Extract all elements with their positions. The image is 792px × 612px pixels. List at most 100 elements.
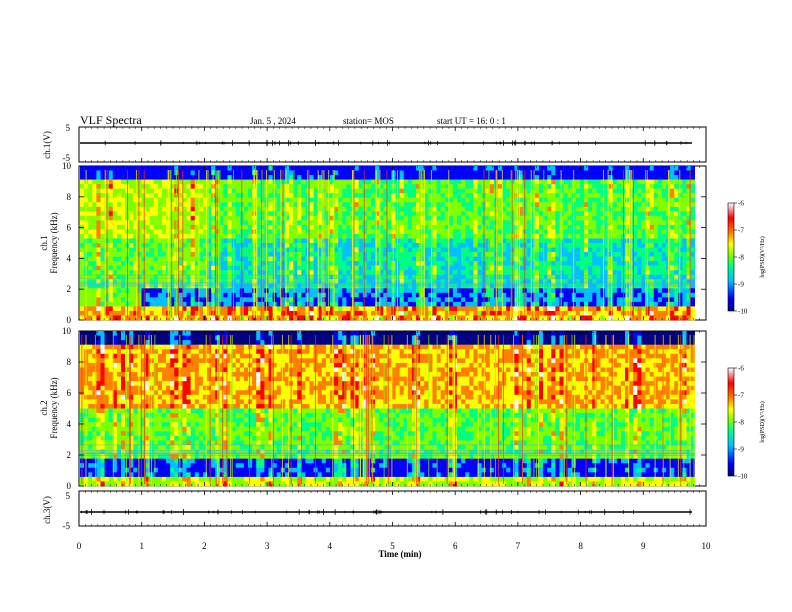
spectrogram-cell (579, 197, 585, 203)
spectrogram-cell (526, 252, 532, 257)
spectrogram-cell (420, 211, 425, 217)
spectrogram-cell (223, 224, 228, 230)
spectrogram-cell (243, 292, 249, 298)
spectrogram-cell (153, 274, 159, 280)
spectrogram-cell (194, 166, 200, 171)
spectrogram-cell (657, 270, 663, 276)
spectrogram-cell (575, 170, 581, 176)
spectrogram-cell (424, 292, 429, 298)
spectrogram-cell (526, 188, 532, 194)
spectrogram-cell (391, 265, 396, 271)
spectrogram-cell (317, 310, 323, 316)
spectrogram-cell (506, 215, 511, 221)
spectrogram-cell (563, 170, 568, 176)
spectrogram-cell (284, 206, 290, 212)
spectrogram-cell (534, 202, 540, 208)
spectrogram-cell (432, 220, 437, 226)
spectrogram-cell (616, 261, 622, 266)
spectrogram-cell (608, 270, 614, 276)
spectrogram-cell (243, 170, 249, 176)
spectrogram-cell (555, 224, 560, 230)
spectrogram-cell (145, 202, 150, 208)
spectrogram-cell (334, 233, 339, 239)
spectrogram-cell (227, 197, 232, 203)
spectrogram-cell (149, 188, 155, 194)
spectrogram-cell (297, 184, 302, 189)
spectrogram-cell (80, 261, 85, 266)
spectrogram-cell (526, 274, 532, 280)
spectrogram-cell (178, 265, 183, 271)
spectrogram-cell (428, 256, 433, 262)
spectrogram-cell (440, 184, 446, 189)
spectrogram-cell (284, 166, 290, 171)
spectrogram-cell (100, 247, 105, 253)
spectrogram-cell (362, 179, 368, 185)
spectrogram-cell (190, 229, 196, 235)
spectrogram-cell (387, 220, 392, 226)
spectrogram-cell (334, 279, 339, 285)
spectrogram-cell (641, 224, 646, 230)
spectrogram-cell (600, 220, 605, 226)
spectrogram-cell (178, 270, 183, 276)
spectrogram-cell (465, 206, 470, 212)
spectrogram-cell (334, 315, 339, 321)
spectrogram-cell (448, 206, 454, 212)
spectrogram-cell (465, 166, 470, 171)
spectrogram-cell (657, 279, 663, 285)
spectrogram-cell (260, 292, 265, 298)
spectrogram-cell (411, 274, 417, 280)
spectrogram-cell (461, 297, 466, 303)
spectrogram-cell (563, 301, 568, 307)
spectrogram-cell (477, 274, 482, 280)
spectrogram-cell (551, 256, 556, 262)
spectrogram-cell (145, 274, 150, 280)
spectrogram-cell (469, 166, 474, 171)
spectrogram-cell (325, 247, 331, 253)
spectrogram-cell (170, 166, 175, 171)
spectrogram-cell (403, 179, 409, 185)
spectrogram-cell (248, 274, 253, 280)
spectrogram-cell (88, 193, 93, 199)
spectrogram-cell (448, 215, 454, 221)
spectrogram-cell (289, 247, 294, 253)
spectrogram-cell (219, 252, 224, 257)
spectrogram-cell (399, 265, 405, 271)
spectrogram-cell (428, 211, 433, 217)
spectrogram-cell (92, 211, 97, 217)
spectrogram-cell (538, 315, 544, 321)
spectrogram-cell (432, 202, 437, 208)
spectrogram-cell (334, 274, 339, 280)
spectrogram-cell (170, 292, 175, 298)
spectrogram-cell (489, 243, 495, 248)
spectrogram-cell (547, 297, 552, 303)
spectrogram-cell (551, 220, 556, 226)
spectrogram-cell (579, 279, 585, 285)
spectrogram-cell (608, 292, 614, 298)
spectrogram-cell (530, 310, 536, 316)
spectrogram-cell (579, 202, 585, 208)
spectrogram-cell (182, 215, 187, 221)
spectrogram-cell (96, 184, 101, 189)
spectrogram-cell (284, 188, 290, 194)
spectrogram-cell (547, 292, 552, 298)
spectrogram-cell (166, 166, 171, 171)
spectrogram-cell (403, 315, 409, 321)
spectrogram-cell (633, 297, 638, 303)
spectrogram-cell (370, 265, 376, 271)
spectrogram-cell (96, 288, 101, 294)
spectrogram-cell (317, 211, 323, 217)
spectrogram-cell (182, 297, 187, 303)
spectrogram-cell (211, 166, 216, 171)
spectrogram-cell (112, 261, 118, 266)
spectrogram-cell (260, 279, 265, 285)
spectrogram-cell (116, 301, 122, 307)
spectrogram-cell (411, 224, 417, 230)
spectrogram-cell (506, 247, 511, 253)
spectrogram-cell (170, 297, 175, 303)
spectrogram-cell (182, 229, 187, 235)
spectrogram-cell (182, 270, 187, 276)
spectrogram-cell (592, 288, 597, 294)
spectrogram-cell (465, 233, 470, 239)
spectrogram-cell (452, 265, 458, 271)
spectrogram-cell (342, 292, 347, 298)
